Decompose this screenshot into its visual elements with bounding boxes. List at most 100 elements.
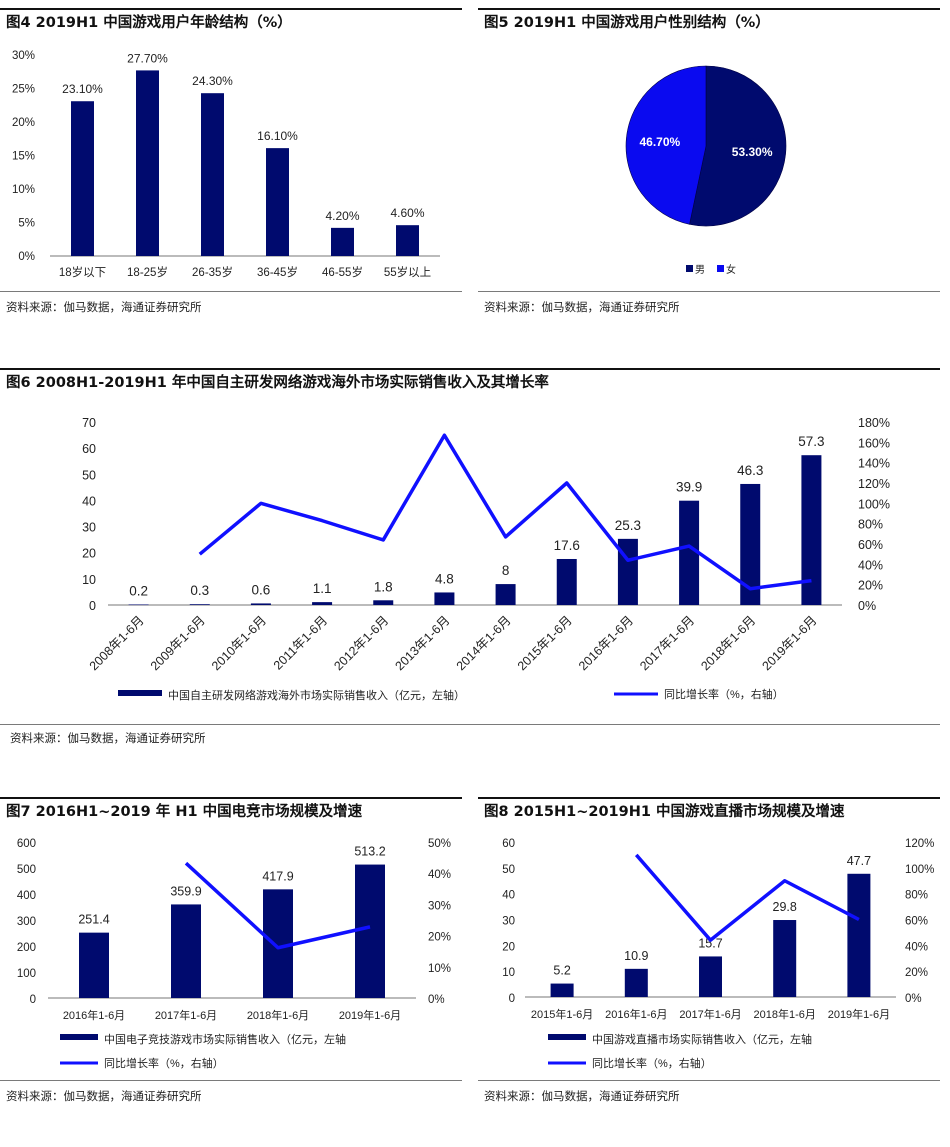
bar	[740, 483, 761, 605]
bar	[556, 558, 577, 605]
x-tick-label: 2010年1-6月	[209, 613, 269, 673]
x-tick-label: 2008年1-6月	[87, 613, 147, 673]
legend-line-label: 同比增长率（%，右轴）	[104, 1056, 224, 1070]
bar-value-label: 8	[502, 563, 510, 578]
y-right-tick-label: 40%	[905, 941, 928, 953]
fig5-divider	[478, 291, 940, 292]
fig5-chart: 53.30% 46.70% 男 女	[625, 65, 787, 276]
fig8-title: 图8 2015H1~2019H1 中国游戏直播市场规模及增速	[478, 797, 940, 826]
fig4-source: 资料来源：伽马数据，海通证券研究所	[6, 300, 202, 314]
x-tick-label: 2015年1-6月	[531, 1007, 593, 1021]
y-right-tick-label: 100%	[858, 497, 890, 511]
fig8-divider	[478, 1080, 940, 1081]
bar-value-label: 47.7	[847, 854, 871, 868]
bar	[79, 932, 109, 998]
y-tick-label: 15%	[12, 151, 35, 163]
y-right-tick-label: 20%	[428, 932, 451, 944]
x-tick-label: 2011年1-6月	[271, 613, 330, 672]
y-right-tick-label: 60%	[858, 538, 883, 552]
y-left-tick-label: 300	[17, 916, 36, 928]
bar	[263, 889, 293, 998]
legend-line-label: 同比增长率（%，右轴）	[664, 687, 784, 701]
bar-value-label: 0.3	[190, 583, 209, 598]
legend-bar-swatch	[60, 1034, 98, 1040]
y-left-tick-label: 40	[502, 890, 515, 902]
bar	[355, 864, 385, 998]
x-tick-label: 2019年1-6月	[828, 1007, 890, 1021]
bar-value-label: 29.8	[773, 900, 797, 914]
x-tick-label: 46-55岁	[322, 265, 363, 279]
legend-bar-swatch	[548, 1034, 586, 1040]
fig4-chart: 0% 5% 10% 15% 20% 25% 30% 23.10% 18岁以下 27.70% 18-2…	[12, 50, 440, 279]
y-left-tick-label: 60	[82, 442, 96, 456]
x-tick-label: 55岁以上	[384, 265, 431, 279]
x-tick-label: 2019年1-6月	[760, 613, 820, 673]
fig7-divider	[0, 1080, 462, 1081]
bar	[128, 604, 149, 606]
growth-rate-line	[184, 861, 371, 950]
x-tick-label: 2018年1-6月	[698, 613, 758, 673]
fig4-divider	[0, 291, 462, 292]
pie-slice	[689, 65, 787, 227]
bar-value-label: 0.2	[129, 583, 148, 598]
legend-label: 男	[695, 264, 705, 276]
bar-value-label: 57.3	[798, 434, 824, 449]
bar-value-label: 417.9	[262, 869, 293, 883]
y-right-tick-label: 100%	[905, 864, 934, 876]
pie-slice-label: 46.70%	[639, 135, 680, 149]
bar	[71, 101, 94, 256]
y-right-tick-label: 80%	[905, 890, 928, 902]
bar	[331, 227, 354, 256]
y-right-tick-label: 20%	[905, 967, 928, 979]
y-right-tick-label: 50%	[428, 838, 451, 850]
y-right-tick-label: 140%	[858, 457, 890, 471]
bar-value-label: 359.9	[170, 884, 201, 898]
legend-bar-swatch	[118, 690, 162, 696]
legend-bar-label: 中国游戏直播市场实际销售收入（亿元，左轴	[592, 1032, 812, 1046]
bar-value-label: 4.60%	[390, 206, 424, 220]
legend-bar-label: 中国电子竞技游戏市场实际销售收入（亿元，左轴	[104, 1032, 346, 1046]
bar	[189, 604, 210, 605]
bar-value-label: 4.20%	[325, 209, 359, 223]
x-tick-label: 2017年1-6月	[679, 1007, 741, 1021]
y-tick-label: 25%	[12, 84, 35, 96]
y-left-tick-label: 20	[502, 941, 515, 953]
bar	[250, 603, 271, 605]
x-tick-label: 18岁以下	[59, 265, 106, 279]
x-tick-label: 2015年1-6月	[515, 613, 575, 673]
bar	[201, 93, 224, 256]
y-left-tick-label: 30	[82, 521, 96, 535]
bar	[434, 592, 455, 605]
fig7-panel: 图7 2016H1~2019 年 H1 中国电竞市场规模及增速 0 100 200 3…	[0, 797, 462, 1117]
x-tick-label: 2009年1-6月	[148, 613, 208, 673]
x-tick-label: 2018年1-6月	[754, 1007, 816, 1021]
bar	[801, 455, 822, 605]
y-right-tick-label: 160%	[858, 436, 890, 450]
y-left-tick-label: 10	[502, 967, 515, 979]
growth-rate-line	[634, 853, 860, 942]
y-left-tick-label: 50	[82, 468, 96, 482]
fig6-divider	[0, 724, 940, 725]
y-left-tick-label: 60	[502, 838, 515, 850]
y-right-tick-label: 120%	[858, 477, 890, 491]
y-left-tick-label: 40	[82, 494, 96, 508]
x-tick-label: 26-35岁	[192, 265, 233, 279]
bar	[773, 920, 797, 997]
x-tick-label: 2017年1-6月	[155, 1008, 217, 1022]
bar	[679, 500, 700, 605]
fig5-title: 图5 2019H1 中国游戏用户性别结构（%）	[478, 8, 940, 37]
bar	[396, 225, 419, 256]
x-tick-label: 2018年1-6月	[247, 1008, 309, 1022]
bar-value-label: 1.8	[374, 579, 393, 594]
y-right-tick-label: 60%	[905, 916, 928, 928]
y-left-tick-label: 0	[89, 599, 96, 613]
x-tick-label: 2014年1-6月	[454, 613, 514, 673]
y-tick-label: 20%	[12, 117, 35, 129]
x-tick-label: 2017年1-6月	[637, 613, 697, 673]
bar-value-label: 10.9	[624, 949, 648, 963]
x-tick-label: 2016年1-6月	[63, 1008, 125, 1022]
bar-value-label: 27.70%	[127, 51, 168, 65]
legend-line-label: 同比增长率（%，右轴）	[592, 1056, 712, 1070]
y-right-tick-label: 10%	[428, 963, 451, 975]
bar	[847, 873, 871, 997]
